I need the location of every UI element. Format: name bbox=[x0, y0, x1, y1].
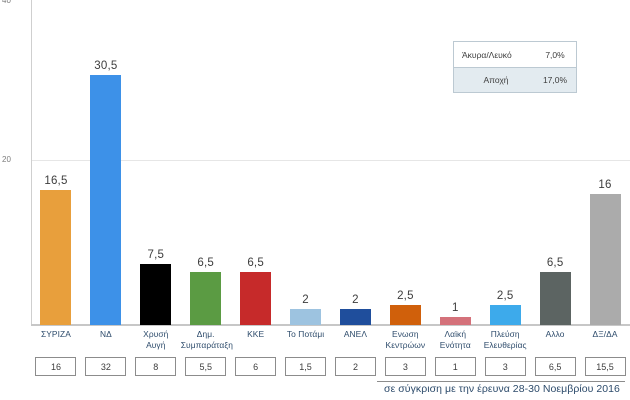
annotation-name-akyra: Άκυρα/Λευκό bbox=[462, 49, 512, 60]
category-label-2: ΝΔ bbox=[81, 329, 131, 340]
category-label-line: Ενωση bbox=[392, 329, 419, 339]
bar-value-label: 2 bbox=[352, 293, 359, 306]
comparison-value-5: 6 bbox=[235, 357, 277, 376]
bar-11: 6,5 bbox=[539, 0, 571, 325]
category-label-line: Συμπαράταξη bbox=[180, 340, 233, 350]
category-label-line: ΝΔ bbox=[99, 329, 112, 339]
bar-rect bbox=[240, 271, 272, 325]
category-label-line: Το Ποτάμι bbox=[286, 329, 325, 339]
category-label-6: Το Ποτάμι bbox=[281, 329, 331, 340]
category-label-11: Αλλο bbox=[530, 329, 580, 340]
bar-rect bbox=[439, 316, 471, 325]
category-label-12: ΔΞ/ΔΑ bbox=[580, 329, 630, 340]
bar-rect bbox=[339, 308, 371, 325]
category-label-line: Κεντρώων bbox=[385, 340, 426, 350]
comparison-value-7: 2 bbox=[334, 357, 376, 376]
bar-10: 2,5 bbox=[489, 0, 521, 325]
category-label-7: ΑΝΕΛ bbox=[331, 329, 381, 340]
category-label-line: Ενότητα bbox=[439, 340, 471, 350]
comparison-value-9: 1 bbox=[434, 357, 476, 376]
category-label-4: Δημ. Συμπαράταξη bbox=[180, 329, 233, 351]
bar-rect bbox=[40, 189, 72, 325]
comparison-value-2: 32 bbox=[85, 357, 127, 376]
bar-rect bbox=[140, 263, 172, 325]
category-label-line: ΣΥΡΙΖΑ bbox=[40, 329, 71, 339]
bar-value-label: 6,5 bbox=[247, 256, 264, 269]
bar-value-label: 6,5 bbox=[546, 256, 564, 269]
bar-9: 1 bbox=[439, 0, 471, 325]
comparison-value-8: 3 bbox=[384, 357, 426, 376]
category-label-line: Λαϊκή bbox=[444, 329, 467, 339]
y-tick-40: 40 bbox=[2, 0, 30, 5]
bar-rect bbox=[90, 74, 122, 325]
comparison-value-11: 6,5 bbox=[534, 357, 576, 376]
comparison-value-10: 3 bbox=[484, 357, 526, 376]
annotation-row-akyra: Άκυρα/Λευκό 7,0% bbox=[454, 42, 576, 67]
comparison-values-row: 16 32 8 5,5 6 1,5 2 3 1 3 6,5 15,5 bbox=[31, 357, 630, 379]
bar-value-label: 2,5 bbox=[496, 289, 514, 302]
bar-value-label: 2 bbox=[302, 293, 309, 306]
bar-value-label: 2,5 bbox=[397, 289, 414, 302]
plot-area bbox=[31, 0, 630, 325]
category-label-line: ΑΝΕΛ bbox=[343, 329, 368, 339]
bars-container: 16,5 30,5 7,5 6,5 6,5 2 2 2,5 1 2,5 6,5 16 bbox=[31, 0, 630, 325]
category-label-10: Πλεύση Ελευθερίας bbox=[480, 329, 530, 351]
bar-3: 7,5 bbox=[140, 0, 172, 325]
bar-5: 6,5 bbox=[240, 0, 272, 325]
category-label-9: Λαϊκή Ενότητα bbox=[430, 329, 480, 351]
comparison-value-1: 16 bbox=[35, 357, 77, 376]
y-tick-40-label: 40 bbox=[2, 0, 11, 5]
category-label-line: Χρυσή bbox=[143, 329, 169, 339]
bar-12: 16 bbox=[589, 0, 621, 325]
bar-1: 16,5 bbox=[40, 0, 72, 325]
bar-8: 2,5 bbox=[389, 0, 421, 325]
bar-value-label: 30,5 bbox=[94, 59, 118, 72]
footnote-divider bbox=[377, 381, 625, 382]
category-label-line: Αυγή bbox=[146, 340, 166, 350]
bar-value-label: 6,5 bbox=[197, 256, 214, 269]
annotation-value-akyra: 7,0% bbox=[545, 49, 565, 60]
category-label-5: ΚΚΕ bbox=[231, 329, 281, 340]
category-label-3: Χρυσή Αυγή bbox=[131, 329, 181, 351]
category-label-8: Ενωση Κεντρώων bbox=[380, 329, 430, 351]
comparison-value-4: 5,5 bbox=[185, 357, 227, 376]
bar-rect bbox=[589, 193, 621, 325]
bar-rect bbox=[190, 271, 222, 325]
bar-6: 2 bbox=[290, 0, 322, 325]
bar-value-label: 7,5 bbox=[147, 248, 165, 261]
comparison-value-12: 15,5 bbox=[584, 357, 626, 376]
category-label-1: ΣΥΡΙΖΑ bbox=[31, 329, 81, 340]
gridline-20 bbox=[32, 160, 630, 161]
bar-value-label: 16,5 bbox=[44, 174, 68, 187]
category-labels: ΣΥΡΙΖΑ ΝΔ Χρυσή Αυγή Δημ. Συμπαράταξη ΚΚΕ Το Πο… bbox=[31, 329, 630, 359]
category-label-line: ΚΚΕ bbox=[247, 329, 265, 339]
annotation-table: Άκυρα/Λευκό 7,0% Αποχή 17,0% bbox=[453, 41, 577, 93]
bar-rect bbox=[389, 304, 421, 325]
comparison-caption: σε σύγκριση με την έρευνα 28-30 Νοεμβρίο… bbox=[384, 383, 620, 395]
annotation-name-apochi: Αποχή bbox=[483, 75, 509, 85]
y-tick-20: 20 bbox=[2, 155, 30, 164]
comparison-value-6: 1,5 bbox=[285, 357, 327, 376]
comparison-value-3: 8 bbox=[135, 357, 177, 376]
category-label-line: Πλεύση bbox=[490, 329, 520, 339]
category-label-line: ΔΞ/ΔΑ bbox=[592, 329, 618, 339]
category-label-line: Αλλο bbox=[545, 329, 565, 339]
bar-value-label: 16 bbox=[598, 178, 612, 191]
bar-value-label: 1 bbox=[451, 301, 459, 314]
category-label-line: Ελευθερίας bbox=[483, 340, 527, 350]
annotation-value-apochi: 17,0% bbox=[542, 75, 568, 85]
bar-rect bbox=[489, 304, 521, 325]
category-label-line: Δημ. bbox=[196, 329, 215, 339]
annotation-row-apochi: Αποχή 17,0% bbox=[454, 67, 576, 92]
y-tick-20-label: 20 bbox=[2, 155, 11, 164]
bar-rect bbox=[290, 308, 322, 325]
x-axis-baseline bbox=[31, 324, 630, 326]
bar-2: 30,5 bbox=[90, 0, 122, 325]
bar-rect bbox=[539, 271, 571, 325]
bar-7: 2 bbox=[339, 0, 371, 325]
bar-4: 6,5 bbox=[190, 0, 222, 325]
